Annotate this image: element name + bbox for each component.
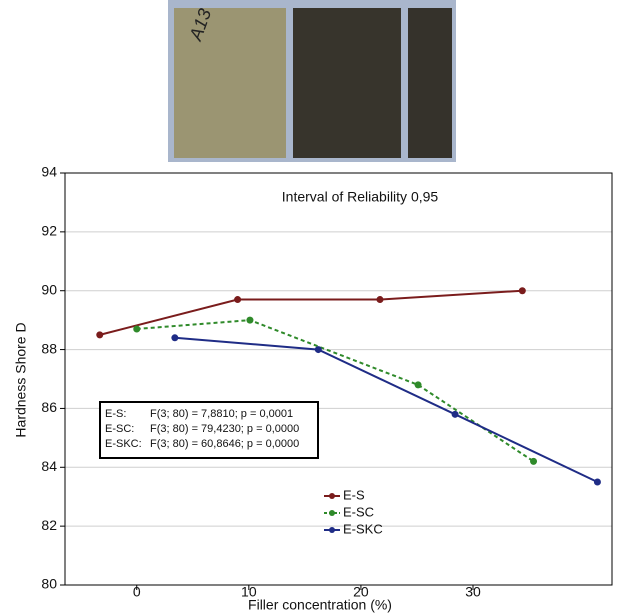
stats-label: E-SC:	[105, 423, 134, 435]
sample-plate	[293, 8, 401, 158]
stats-text: F(3; 80) = 79,4230; p = 0,0000	[150, 423, 299, 435]
stats-box: E-S: F(3; 80) = 7,8810; p = 0,0001 E-SC: F(…	[99, 401, 319, 459]
y-tick-label: 80	[41, 576, 57, 592]
series-line	[174, 336, 598, 483]
photo: A13	[168, 0, 456, 162]
stats-text: F(3; 80) = 7,8810; p = 0,0001	[150, 408, 293, 420]
point	[96, 331, 104, 339]
x-tick-label: 0	[133, 584, 141, 600]
stats-label: E-S:	[105, 408, 126, 420]
plot-frame	[64, 172, 613, 586]
legend-marker	[329, 527, 335, 533]
y-tick-label: 92	[41, 223, 57, 239]
y-tick-label: 94	[41, 164, 57, 180]
legend-marker	[329, 510, 335, 516]
point	[451, 410, 459, 418]
point	[234, 296, 242, 304]
point	[376, 296, 384, 304]
annotation: Interval of Reliability 0,95	[282, 189, 439, 205]
point	[133, 325, 141, 333]
legend-label: E-S	[343, 487, 365, 502]
x-axis-title: Filler concentration (%)	[248, 597, 392, 613]
y-tick-label: 84	[41, 458, 57, 474]
y-tick-label: 86	[41, 399, 57, 415]
sample-plate	[174, 8, 286, 158]
y-tick-label: 90	[41, 281, 57, 297]
legend-marker	[329, 493, 335, 499]
point	[171, 334, 179, 342]
series-line	[136, 319, 535, 463]
point	[518, 287, 526, 295]
stats-label: E-SKC:	[105, 438, 142, 450]
sample-plate	[408, 8, 452, 158]
legend-label: E-SC	[343, 504, 374, 519]
point	[246, 316, 254, 324]
point	[314, 346, 322, 354]
y-tick-label: 88	[41, 340, 57, 356]
stats-text: F(3; 80) = 60,8646; p = 0,0000	[150, 438, 299, 450]
point	[530, 457, 538, 465]
point	[414, 381, 422, 389]
y-axis-title: Hardness Shore D	[13, 322, 29, 437]
series-line	[99, 289, 523, 336]
x-tick-label: 30	[465, 584, 481, 600]
x-tick-label: 10	[241, 584, 257, 600]
y-tick-label: 82	[41, 517, 57, 533]
stats-frame	[99, 401, 319, 459]
point	[593, 478, 601, 486]
legend-label: E-SKC	[343, 521, 383, 536]
x-tick-label: 20	[353, 584, 369, 600]
